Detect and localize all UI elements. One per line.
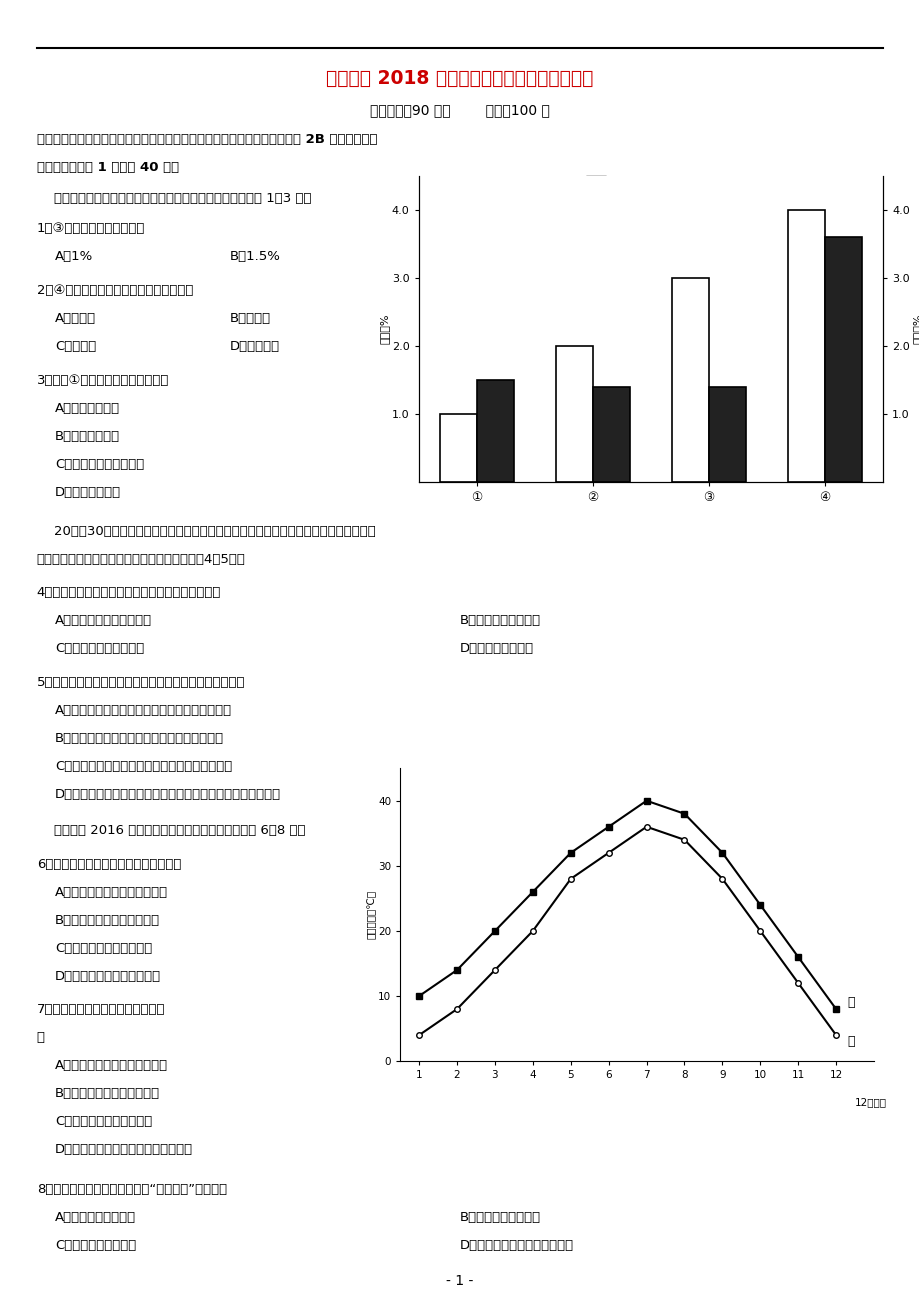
Text: 1．③地人口自然增长率约为: 1．③地人口自然增长率约为	[37, 223, 145, 236]
Bar	[555, 346, 592, 482]
Text: 3．缓解①地人口问题的主要途径是: 3．缓解①地人口问题的主要途径是	[37, 374, 169, 387]
Bar	[709, 387, 745, 482]
Text: A．人口再生产类型的转变: A．人口再生产类型的转变	[55, 615, 153, 628]
Text: B．实行计划生育: B．实行计划生育	[55, 430, 120, 443]
Text: A．城区夏季热岛效应强度最大: A．城区夏季热岛效应强度最大	[55, 885, 168, 898]
Bar	[439, 414, 476, 482]
Text: A．增加城市绿化面积: A．增加城市绿化面积	[55, 1211, 136, 1224]
Text: 12（月）: 12（月）	[854, 1096, 886, 1107]
Bar	[824, 237, 861, 482]
Text: C．环境人口容量的变化: C．环境人口容量的变化	[55, 642, 144, 655]
Y-axis label: 出生率%: 出生率%	[379, 314, 389, 344]
Y-axis label: 死亡率%: 死亡率%	[912, 314, 919, 344]
Text: B．水循环类型的差异造成的: B．水循环类型的差异造成的	[55, 1087, 160, 1100]
Text: D．地球环境人口容量可作为调控世界人口增长的重要参考依据: D．地球环境人口容量可作为调控世界人口增长的重要参考依据	[55, 788, 281, 801]
Bar	[476, 380, 514, 482]
Text: D．郊区的气温较差大于城区: D．郊区的气温较差大于城区	[55, 970, 161, 983]
Text: - 1 -: - 1 -	[446, 1275, 473, 1288]
Text: 读北京市 2016 年城区与郊区地表温度统计图，完成 6－8 题。: 读北京市 2016 年城区与郊区地表温度统计图，完成 6－8 题。	[37, 824, 305, 837]
Text: D．科学建立城市生态廊道系统: D．科学建立城市生态廊道系统	[460, 1238, 573, 1251]
Text: B．合理增加城市水面: B．合理增加城市水面	[460, 1211, 540, 1224]
Text: 6．下列关于图示信息的叙述，正确的是: 6．下列关于图示信息的叙述，正确的是	[37, 858, 181, 871]
Y-axis label: 地表温度（℃）: 地表温度（℃）	[367, 891, 376, 939]
Text: A．开发劳务市场: A．开发劳务市场	[55, 401, 120, 414]
Text: A．不同时期，人们估计的环境人口容量差别不大: A．不同时期，人们估计的环境人口容量差别不大	[55, 704, 233, 717]
Text: 下图为四个国家或地区的人口出生率和死亡率图，读图完成 1－3 题。: 下图为四个国家或地区的人口出生率和死亡率图，读图完成 1－3 题。	[37, 191, 311, 204]
Text: 乙: 乙	[846, 1035, 854, 1048]
Bar	[592, 387, 630, 482]
Text: A．1%: A．1%	[55, 250, 94, 263]
Text: 迁离，大部分向西迁往加利福尼亚州，据此回答4－5题。: 迁离，大部分向西迁往加利福尼亚州，据此回答4－5题。	[37, 553, 245, 565]
Text: D．人口密度和产业密度的差异造成的: D．人口密度和产业密度的差异造成的	[55, 1143, 193, 1156]
Bar	[585, 176, 606, 202]
Text: C．现代型: C．现代型	[55, 340, 96, 353]
Text: B．甲表示郊区，乙表示城区: B．甲表示郊区，乙表示城区	[55, 914, 160, 927]
Text: B．1.5%: B．1.5%	[230, 250, 280, 263]
Text: 考试时间：90 分钟        满分：100 分: 考试时间：90 分钟 满分：100 分	[369, 104, 550, 117]
Text: 一、选择题（下列各题的四个选项中，只有一个是正确的，请将正确答案用 2B 铅笔填涂到答: 一、选择题（下列各题的四个选项中，只有一个是正确的，请将正确答案用 2B 铅笔填…	[37, 133, 377, 146]
Text: 5．依据材料分析下列有关环境人口容量的叙述，正确的是: 5．依据材料分析下列有关环境人口容量的叙述，正确的是	[37, 676, 245, 689]
Text: C．增加市区道路密度: C．增加市区道路密度	[55, 1238, 136, 1251]
Text: C．制约环境人口容量的首要因素是科技发展水平: C．制约环境人口容量的首要因素是科技发展水平	[55, 760, 233, 773]
Bar	[671, 277, 709, 482]
Text: 20世纪30年代，一场大旱灾使美国俄克拉荷马州及其附近地区赤地千里，许多农民举家: 20世纪30年代，一场大旱灾使美国俄克拉荷马州及其附近地区赤地千里，许多农民举家	[37, 525, 375, 538]
Text: 季延中学 2018 年春高一年期末考试地理科试卷: 季延中学 2018 年春高一年期末考试地理科试卷	[326, 69, 593, 87]
Bar	[787, 210, 824, 482]
Text: 甲: 甲	[846, 996, 854, 1009]
Text: 死亡率%: 死亡率%	[610, 236, 641, 246]
Text: B．环境人口容量是指一个地区理想的人口规模: B．环境人口容量是指一个地区理想的人口规模	[55, 732, 224, 745]
Bar	[585, 228, 606, 254]
Text: A．居民出行距离的差异造成的: A．居民出行距离的差异造成的	[55, 1060, 168, 1073]
Text: 2．④地目前处于人口增长模式中哪一阶段: 2．④地目前处于人口增长模式中哪一阶段	[37, 284, 193, 297]
Text: B．传统型: B．传统型	[230, 312, 271, 326]
Text: A．原始型: A．原始型	[55, 312, 96, 326]
Text: B．交通能达度的提高: B．交通能达度的提高	[460, 615, 540, 628]
Text: D．区域经济的发展: D．区域经济的发展	[460, 642, 534, 655]
Text: D．无法判断: D．无法判断	[230, 340, 279, 353]
Text: 出生率%: 出生率%	[610, 184, 641, 194]
Text: 题卡上。每小题 1 分，共 40 分）: 题卡上。每小题 1 分，共 40 分）	[37, 161, 178, 173]
Text: 4．最适于用来解释俄克拉荷马州人口迁移的因素是: 4．最适于用来解释俄克拉荷马州人口迁移的因素是	[37, 586, 221, 599]
Text: C．鼓励生育和适当移民: C．鼓励生育和适当移民	[55, 457, 144, 470]
Text: D．加大教育投入: D．加大教育投入	[55, 486, 121, 499]
Text: C．城区全年存在热岛效应: C．城区全年存在热岛效应	[55, 941, 153, 954]
Text: 是: 是	[37, 1031, 45, 1044]
Text: 7．城区和郊区地表温度的差异主要: 7．城区和郊区地表温度的差异主要	[37, 1004, 165, 1017]
Text: 8．下列不能有效缓解北京城市“热岛效应”的措施是: 8．下列不能有效缓解北京城市“热岛效应”的措施是	[37, 1182, 227, 1195]
Text: C．植被类型的差异造成的: C．植被类型的差异造成的	[55, 1116, 153, 1129]
